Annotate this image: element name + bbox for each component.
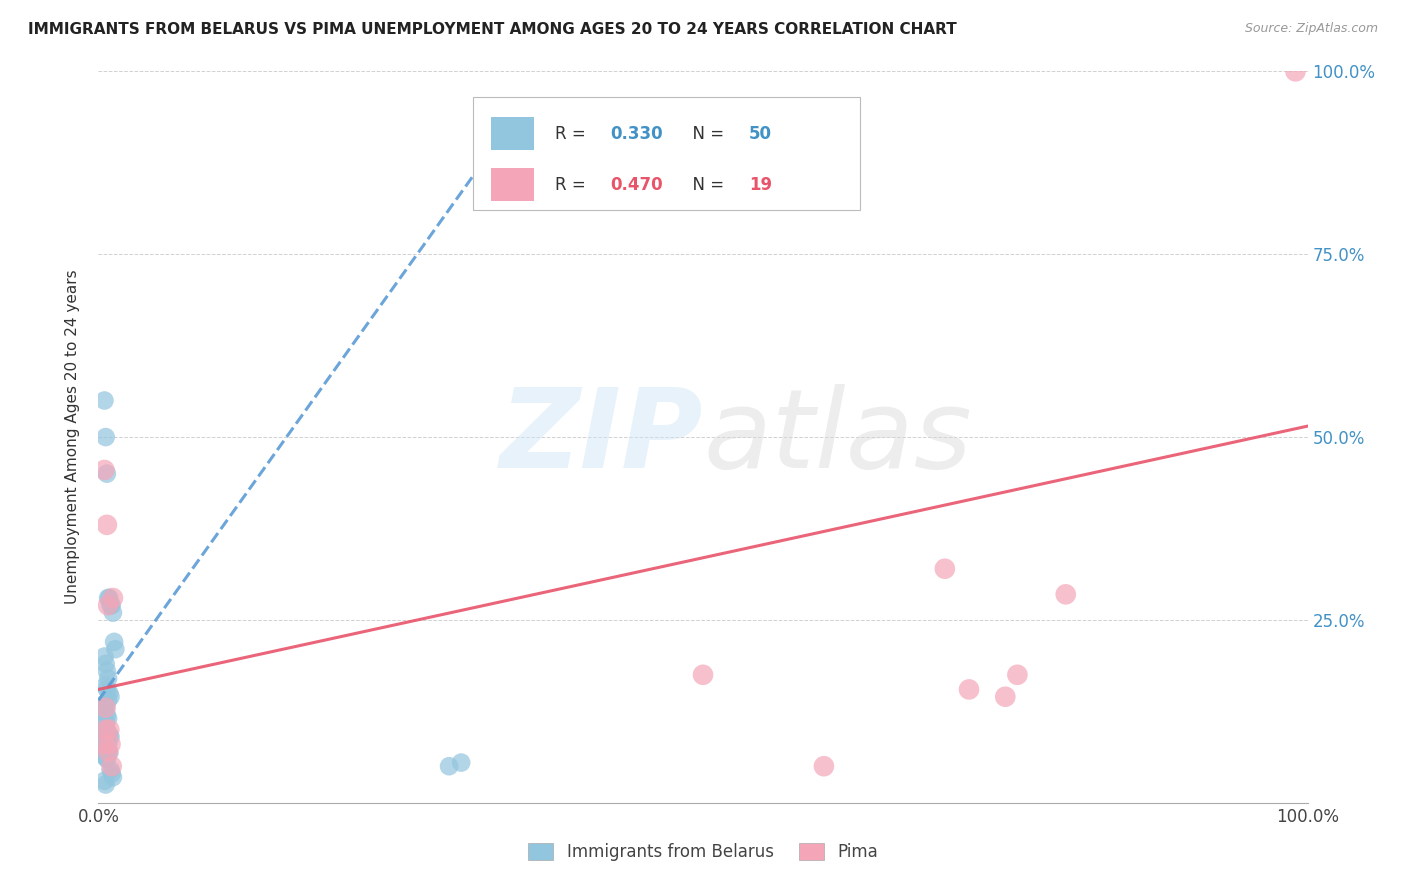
Point (100, 766, 122, 780)
Point (101, 770, 124, 784)
Text: Source: ZipAtlas.com: Source: ZipAtlas.com (1244, 22, 1378, 36)
Point (94, 739, 117, 753)
Text: N =: N = (682, 125, 730, 143)
Point (100, 759, 122, 773)
Y-axis label: Unemployment Among Ages 20 to 24 years: Unemployment Among Ages 20 to 24 years (65, 269, 80, 605)
Point (100, 690, 122, 704)
Text: atlas: atlas (703, 384, 972, 491)
Point (94, 733, 117, 747)
Point (93, 737, 115, 751)
Point (94, 700, 117, 714)
Point (97, 599, 120, 613)
Point (94, 430, 117, 444)
Point (96, 664, 118, 678)
Point (98, 729, 121, 743)
Point (100, 763, 122, 777)
Point (97, 591, 120, 605)
Text: R =: R = (555, 176, 592, 194)
Point (93, 719, 115, 733)
Text: R =: R = (555, 125, 592, 143)
Point (97, 693, 120, 707)
Point (94, 715, 117, 730)
Point (100, 730, 122, 744)
Point (98, 746, 121, 760)
Point (93, 773, 115, 788)
Point (957, 682, 980, 697)
Point (97, 745, 120, 759)
Point (94, 750, 117, 764)
Point (813, 759, 835, 773)
Point (93, 740, 115, 755)
Point (100, 599, 122, 613)
Text: N =: N = (682, 176, 730, 194)
Point (1007, 667, 1029, 681)
Text: IMMIGRANTS FROM BELARUS VS PIMA UNEMPLOYMENT AMONG AGES 20 TO 24 YEARS CORRELATI: IMMIGRANTS FROM BELARUS VS PIMA UNEMPLOY… (28, 22, 957, 37)
Point (96, 743, 118, 757)
Point (93, 463, 115, 477)
Point (96, 752, 118, 766)
Point (101, 591, 124, 605)
Point (93, 705, 115, 719)
Point (94, 723, 117, 737)
Point (97, 745, 120, 759)
Point (96, 517, 118, 532)
Point (994, 690, 1017, 704)
Legend: Immigrants from Belarus, Pima: Immigrants from Belarus, Pima (522, 836, 884, 868)
Point (93, 697, 115, 711)
Point (692, 667, 714, 681)
Point (97, 726, 120, 740)
Point (96, 682, 118, 697)
Point (94, 778, 117, 792)
FancyBboxPatch shape (492, 169, 534, 202)
Point (98, 686, 121, 700)
Point (97, 737, 120, 751)
Text: 0.470: 0.470 (610, 176, 662, 194)
Point (94, 679, 117, 693)
Point (103, 635, 125, 649)
Point (100, 599, 122, 613)
Point (450, 756, 472, 770)
Point (96, 708, 118, 723)
Point (104, 642, 127, 657)
Text: 50: 50 (749, 125, 772, 143)
Point (98, 591, 121, 605)
Point (93, 649, 115, 664)
Text: 19: 19 (749, 176, 772, 194)
Point (97, 712, 120, 726)
FancyBboxPatch shape (474, 97, 860, 211)
Point (101, 606, 124, 620)
Point (1284, 64, 1306, 78)
Point (437, 759, 460, 773)
Point (100, 737, 122, 751)
Point (93, 393, 115, 408)
Point (97, 672, 120, 686)
Point (94, 723, 117, 737)
Point (96, 724, 118, 739)
Point (934, 562, 956, 576)
Point (98, 723, 121, 737)
FancyBboxPatch shape (492, 117, 534, 150)
Point (93, 731, 115, 746)
Point (96, 467, 118, 481)
Point (1054, 587, 1077, 601)
Text: ZIP: ZIP (499, 384, 703, 491)
Point (94, 700, 117, 714)
Text: 0.330: 0.330 (610, 125, 662, 143)
Point (94, 657, 117, 671)
Point (96, 736, 118, 750)
Point (93, 748, 115, 763)
